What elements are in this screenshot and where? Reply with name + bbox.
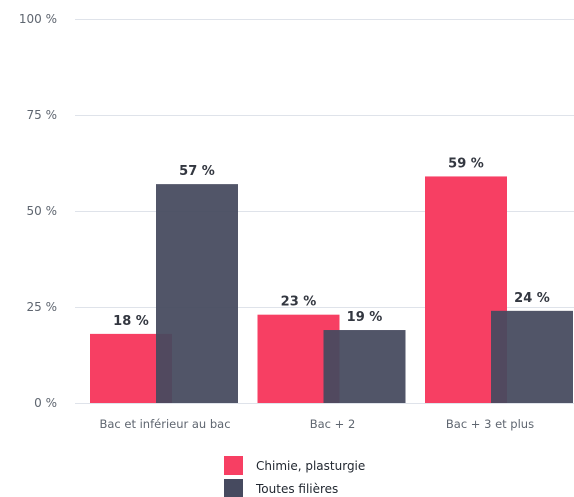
data-label: 18 %: [113, 314, 149, 329]
bar-toutes-2: [491, 310, 573, 403]
y-axis-ticks: 0 % 25 % 50 % 75 % 100 %: [19, 12, 57, 410]
legend-swatch-chimie: [224, 456, 243, 475]
data-label: 57 %: [179, 164, 215, 179]
data-label: 19 %: [347, 310, 383, 325]
y-tick-label: 75 %: [27, 108, 58, 122]
legend-label: Chimie, plasturgie: [256, 459, 365, 473]
bars: [90, 176, 573, 403]
data-labels: 18 % 23 % 59 % 57 % 19 % 24 %: [113, 156, 550, 328]
legend-label: Toutes filières: [255, 482, 338, 496]
legend: Chimie, plasturgie Toutes filières: [224, 456, 365, 497]
legend-swatch-toutes: [224, 479, 243, 497]
y-tick-label: 100 %: [19, 12, 57, 26]
x-axis-categories: Bac et inférieur au bac Bac + 2 Bac + 3 et…: [99, 417, 534, 431]
data-label: 23 %: [281, 295, 317, 310]
y-tick-label: 0 %: [34, 396, 57, 410]
bar-toutes-1: [323, 330, 406, 403]
x-category-label: Bac + 2: [310, 417, 356, 431]
data-label: 59 %: [448, 156, 484, 171]
y-tick-label: 25 %: [27, 300, 58, 314]
y-tick-label: 50 %: [27, 204, 58, 218]
bar-toutes-0: [156, 184, 238, 403]
x-category-label: Bac et inférieur au bac: [99, 417, 230, 431]
data-label: 24 %: [514, 291, 550, 306]
x-category-label: Bac + 3 et plus: [446, 417, 534, 431]
